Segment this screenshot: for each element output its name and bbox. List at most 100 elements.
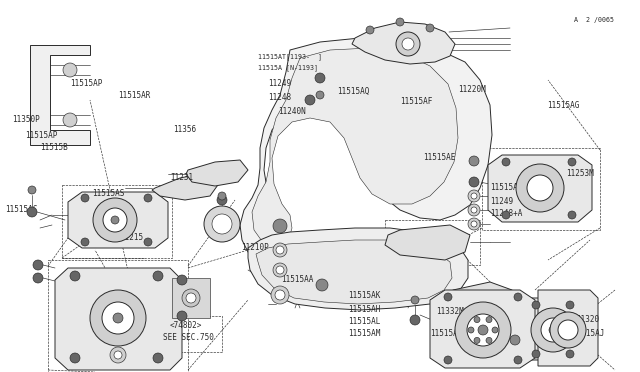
Circle shape — [63, 113, 77, 127]
Circle shape — [510, 335, 520, 345]
Circle shape — [486, 337, 492, 343]
Text: 11515B: 11515B — [40, 144, 68, 153]
Circle shape — [474, 337, 480, 343]
Circle shape — [468, 218, 480, 230]
Circle shape — [541, 318, 565, 342]
Text: 11210P: 11210P — [241, 244, 269, 253]
Text: A  2 /0065: A 2 /0065 — [574, 17, 614, 23]
Circle shape — [550, 312, 586, 348]
Circle shape — [426, 24, 434, 32]
Circle shape — [549, 326, 557, 334]
Circle shape — [153, 271, 163, 281]
Circle shape — [566, 301, 574, 309]
Circle shape — [471, 221, 477, 227]
Circle shape — [273, 263, 287, 277]
Circle shape — [444, 356, 452, 364]
Circle shape — [444, 293, 452, 301]
Circle shape — [516, 164, 564, 212]
Circle shape — [144, 194, 152, 202]
Text: 11515A: 11515A — [490, 183, 518, 192]
Circle shape — [514, 356, 522, 364]
Circle shape — [478, 325, 488, 335]
Circle shape — [316, 91, 324, 99]
Circle shape — [81, 238, 89, 246]
Text: 11220M: 11220M — [458, 84, 486, 93]
Circle shape — [305, 95, 315, 105]
Circle shape — [63, 63, 77, 77]
Circle shape — [471, 207, 477, 213]
Circle shape — [102, 302, 134, 334]
Circle shape — [273, 219, 287, 233]
Circle shape — [468, 204, 480, 216]
Text: 11215: 11215 — [105, 219, 128, 228]
Circle shape — [502, 211, 510, 219]
Circle shape — [177, 275, 187, 285]
Circle shape — [468, 327, 474, 333]
Polygon shape — [488, 155, 592, 222]
Text: 11515AR: 11515AR — [118, 92, 150, 100]
Text: 11215: 11215 — [120, 232, 143, 241]
Text: 11515AK: 11515AK — [348, 291, 380, 299]
Text: 11515AM: 11515AM — [348, 330, 380, 339]
Circle shape — [28, 186, 36, 194]
Circle shape — [186, 293, 196, 303]
Circle shape — [558, 320, 578, 340]
Circle shape — [502, 158, 510, 166]
Circle shape — [110, 347, 126, 363]
Circle shape — [455, 302, 511, 358]
Text: 11249: 11249 — [268, 80, 291, 89]
Text: 11515AA: 11515AA — [281, 276, 314, 285]
Circle shape — [217, 195, 227, 205]
Text: 11332M: 11332M — [436, 308, 464, 317]
Circle shape — [486, 317, 492, 323]
Circle shape — [114, 351, 122, 359]
Text: 11515AH: 11515AH — [348, 305, 380, 314]
Circle shape — [396, 18, 404, 26]
Circle shape — [514, 293, 522, 301]
Text: 11515AF: 11515AF — [400, 97, 433, 106]
Circle shape — [103, 208, 127, 232]
Circle shape — [316, 279, 328, 291]
Circle shape — [111, 216, 119, 224]
Circle shape — [33, 260, 43, 270]
Text: 11515AE: 11515AE — [423, 154, 456, 163]
Polygon shape — [186, 160, 248, 186]
Circle shape — [315, 73, 325, 83]
Polygon shape — [385, 225, 470, 260]
Circle shape — [70, 271, 80, 281]
Circle shape — [568, 158, 576, 166]
Circle shape — [532, 350, 540, 358]
Circle shape — [469, 177, 479, 187]
Polygon shape — [30, 45, 90, 145]
Text: 11240N: 11240N — [278, 106, 306, 115]
Circle shape — [474, 317, 480, 323]
Text: 11356: 11356 — [173, 125, 196, 135]
Circle shape — [396, 32, 420, 56]
Circle shape — [467, 314, 499, 346]
Text: 11515AS: 11515AS — [92, 189, 124, 198]
Text: 11320: 11320 — [576, 314, 599, 324]
Polygon shape — [55, 268, 182, 370]
Circle shape — [218, 192, 226, 200]
Circle shape — [81, 194, 89, 202]
Text: SEE SEC.750: SEE SEC.750 — [163, 333, 214, 341]
Circle shape — [271, 286, 289, 304]
Text: <74802>: <74802> — [170, 321, 202, 330]
Circle shape — [532, 301, 540, 309]
Circle shape — [492, 327, 498, 333]
Text: 11248+A: 11248+A — [490, 209, 522, 218]
Circle shape — [90, 290, 146, 346]
Circle shape — [33, 273, 43, 283]
Text: 11249: 11249 — [490, 196, 513, 205]
Polygon shape — [256, 240, 452, 304]
Polygon shape — [152, 172, 220, 200]
Text: 11515AL: 11515AL — [348, 317, 380, 327]
Circle shape — [113, 313, 123, 323]
Circle shape — [144, 238, 152, 246]
Circle shape — [275, 290, 285, 300]
Circle shape — [568, 211, 576, 219]
Polygon shape — [240, 38, 492, 262]
Polygon shape — [538, 290, 598, 366]
Circle shape — [273, 243, 287, 257]
Circle shape — [177, 311, 187, 321]
